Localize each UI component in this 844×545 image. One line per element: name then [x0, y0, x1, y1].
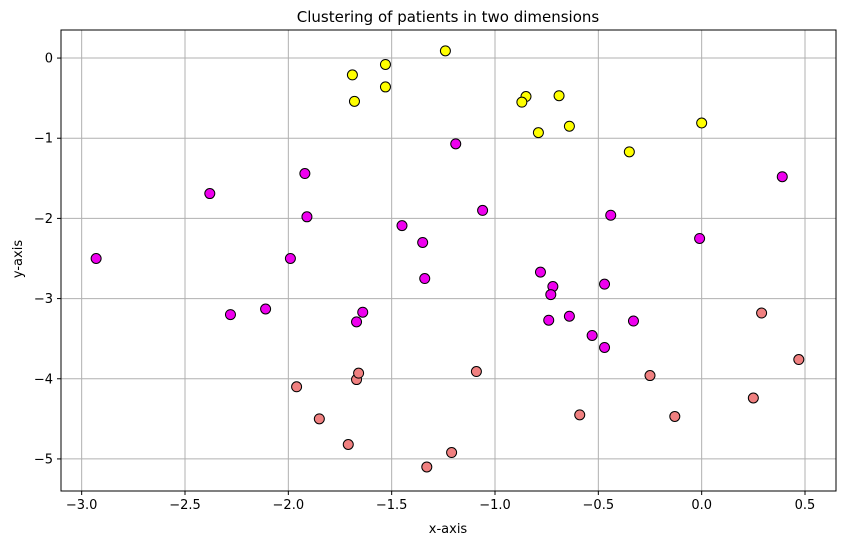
chart-title: Clustering of patients in two dimensions — [297, 8, 600, 26]
data-point — [357, 306, 369, 318]
y-tick-label: −4 — [34, 372, 53, 387]
data-point — [574, 409, 586, 421]
data-point — [439, 45, 451, 57]
data-point — [532, 127, 544, 139]
data-point — [353, 367, 365, 379]
data-point — [291, 381, 303, 393]
x-tick-label: 0.0 — [691, 498, 712, 513]
data-point — [563, 310, 575, 322]
data-point — [553, 90, 565, 102]
data-point — [313, 413, 325, 425]
data-point — [605, 209, 617, 221]
data-point — [446, 447, 458, 459]
data-point — [623, 146, 635, 158]
data-point — [756, 307, 768, 319]
x-tick-label: −2.0 — [273, 498, 305, 513]
data-point — [669, 410, 681, 422]
x-axis-label: x-axis — [429, 522, 468, 537]
data-point — [90, 252, 102, 264]
data-point — [776, 171, 788, 183]
data-point — [284, 252, 296, 264]
x-tick-label: −1.5 — [376, 498, 408, 513]
data-point — [599, 341, 611, 353]
data-point — [516, 96, 528, 108]
data-point — [396, 220, 408, 232]
data-point — [545, 289, 557, 301]
data-point — [224, 309, 236, 321]
data-point — [543, 314, 555, 326]
plot-frame — [60, 29, 837, 492]
data-point — [346, 69, 358, 81]
data-point — [379, 58, 391, 70]
y-tick-label: −2 — [34, 212, 53, 227]
data-point — [204, 188, 216, 200]
data-point — [586, 329, 598, 341]
data-point — [450, 138, 462, 150]
data-point — [260, 303, 272, 315]
data-point — [477, 204, 489, 216]
x-tick-label: −0.5 — [583, 498, 615, 513]
y-tick-label: −3 — [34, 292, 53, 307]
data-point — [379, 81, 391, 93]
data-point — [301, 211, 313, 223]
data-point — [747, 392, 759, 404]
data-point — [348, 95, 360, 107]
y-tick-label: 0 — [45, 52, 53, 67]
data-point — [696, 117, 708, 129]
x-tick-label: −1.0 — [479, 498, 511, 513]
data-point — [563, 120, 575, 132]
data-point — [627, 315, 639, 327]
x-tick-label: −2.5 — [169, 498, 201, 513]
axis-ticks: −3.0 −2.5 −2.0 −1.5 −1.0 −0.5 0.0 0.5 0 −1 −2 −3 −4 −… — [34, 52, 816, 513]
x-tick-label: −3.0 — [66, 498, 98, 513]
data-point — [421, 461, 433, 473]
y-tick-label: −1 — [34, 132, 53, 147]
grid — [61, 30, 836, 491]
data-point — [419, 273, 431, 285]
data-point — [694, 232, 706, 244]
data-point — [534, 266, 546, 278]
data-point — [470, 366, 482, 378]
data-point — [342, 438, 354, 450]
x-tick-label: 0.5 — [795, 498, 816, 513]
data-point — [793, 354, 805, 366]
y-tick-label: −5 — [34, 452, 53, 467]
y-axis-label: y-axis — [11, 240, 26, 278]
data-points — [90, 45, 805, 473]
data-point — [644, 370, 656, 382]
data-point — [599, 278, 611, 290]
data-point — [417, 236, 429, 248]
data-point — [351, 316, 363, 328]
data-point — [299, 168, 311, 180]
